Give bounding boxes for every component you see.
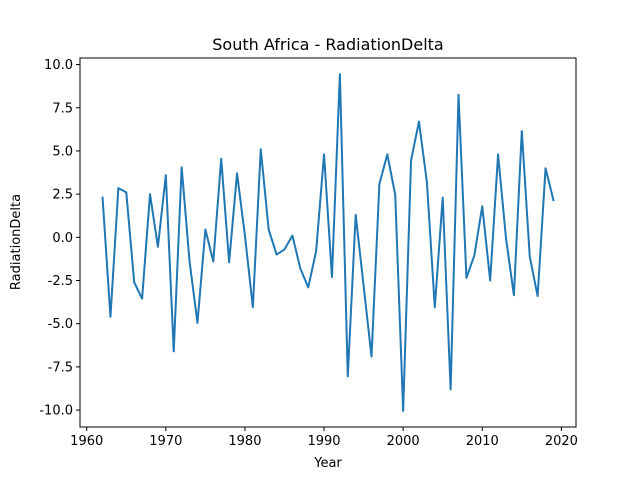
- x-tick-label: 2000: [387, 434, 420, 449]
- plot-frame: [79, 57, 577, 428]
- x-tick-label: 1960: [70, 434, 103, 449]
- y-tick-label: 5.0: [52, 144, 73, 159]
- chart-title: South Africa - RadiationDelta: [212, 35, 443, 54]
- y-tick-label: 0.0: [52, 231, 73, 246]
- x-axis-ticks: 1960 1970 1980 1990 2000 2010 2020: [70, 427, 578, 449]
- y-tick-label: -10.0: [39, 404, 73, 419]
- y-tick-label: 10.0: [44, 58, 73, 73]
- series-line-0: [101, 73, 555, 412]
- x-tick-label: 1970: [149, 434, 182, 449]
- y-tick-label: -5.0: [48, 317, 73, 332]
- y-tick-label: -2.5: [48, 274, 73, 289]
- x-tick-label: 2020: [545, 434, 578, 449]
- y-tick-label: 7.5: [52, 101, 73, 116]
- y-tick-label: -7.5: [48, 360, 73, 375]
- y-axis-label: RadiationDelta: [9, 194, 24, 290]
- x-tick-label: 1980: [228, 434, 261, 449]
- y-axis-ticks: -10.0 -7.5 -5.0 -2.5 0.0 2.5 5.0 7.5 10.0: [39, 58, 80, 419]
- x-tick-label: 2010: [466, 434, 499, 449]
- x-axis-label: Year: [313, 456, 342, 471]
- series-group: [101, 73, 555, 412]
- x-tick-label: 1990: [307, 434, 340, 449]
- y-tick-label: 2.5: [52, 188, 73, 203]
